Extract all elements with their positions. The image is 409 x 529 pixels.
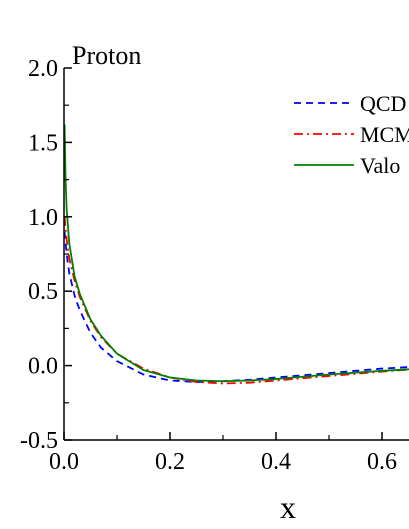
x-tick-label: 0.0	[49, 449, 79, 475]
series-line-valo	[64, 124, 409, 383]
x-axis-label: x	[280, 489, 296, 525]
x-tick-label: 0.4	[261, 449, 291, 475]
legend-label-mcm: MCM	[360, 122, 409, 147]
series-layer	[64, 124, 409, 385]
y-tick-label: 0.0	[28, 354, 58, 380]
legend: QCD MCM Valo	[294, 91, 409, 178]
y-tick-label: 0.5	[28, 279, 58, 305]
legend-label-qcd: QCD	[360, 91, 406, 116]
series-line-mcm	[64, 216, 409, 385]
series-line-qcd	[64, 231, 409, 383]
x-tick-label: 0.2	[155, 449, 185, 475]
y-tick-label: 1.5	[28, 130, 58, 156]
y-tick-label: 1.0	[28, 205, 58, 231]
legend-label-valo: Valo	[360, 153, 400, 178]
axes-layer: -0.50.00.51.01.52.00.00.20.40.60	[20, 56, 409, 475]
y-tick-label: 2.0	[28, 56, 58, 82]
y-tick-label: -0.5	[20, 428, 58, 454]
x-tick-label: 0.6	[367, 449, 397, 475]
panel-label: Proton	[72, 41, 141, 70]
